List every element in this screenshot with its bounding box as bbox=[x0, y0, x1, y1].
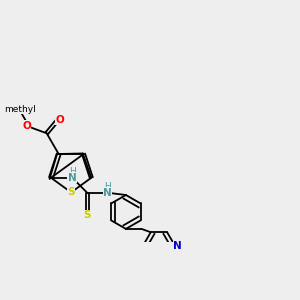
Text: H: H bbox=[104, 182, 111, 191]
Text: S: S bbox=[83, 210, 91, 220]
Text: methyl: methyl bbox=[4, 105, 35, 114]
Text: O: O bbox=[22, 121, 31, 130]
Text: N: N bbox=[68, 173, 76, 183]
Text: H: H bbox=[69, 167, 76, 176]
Text: N: N bbox=[173, 242, 182, 251]
Text: O: O bbox=[56, 115, 64, 125]
Text: S: S bbox=[68, 188, 75, 197]
Text: N: N bbox=[103, 188, 112, 198]
